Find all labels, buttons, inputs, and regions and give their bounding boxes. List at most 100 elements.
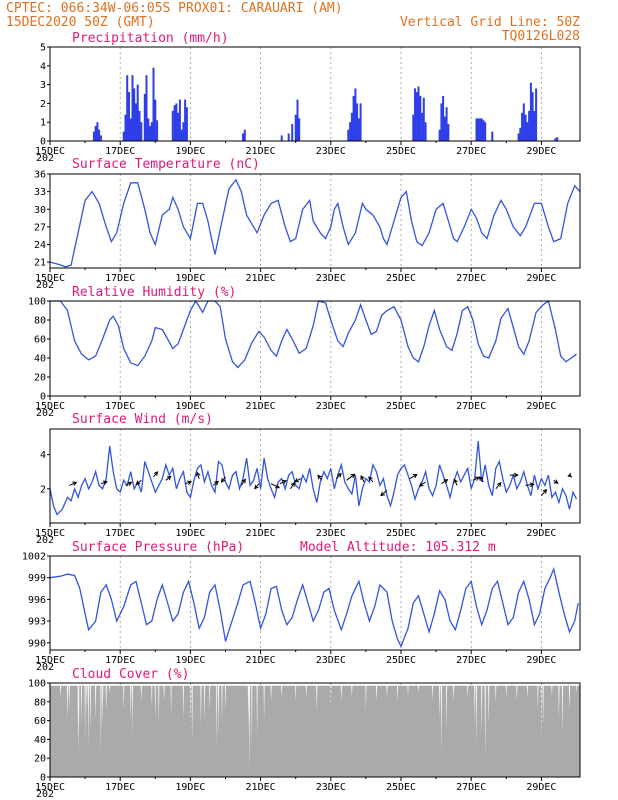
x-tick-label: 29DEC bbox=[526, 655, 556, 666]
wind-arrow bbox=[441, 479, 448, 485]
panel-wind: 2 4 15DEC 17DEC 19DEC 21DEC 23DEC 25DEC 27DEC 29D… bbox=[35, 412, 581, 546]
y-tick-label: 27 bbox=[34, 222, 46, 233]
wind-arrow-head bbox=[553, 479, 559, 484]
x-tick-label: 29DEC bbox=[526, 401, 556, 412]
y-tick-label: 990 bbox=[28, 638, 46, 649]
precip-bar bbox=[243, 129, 246, 141]
x-tick-label: 23DEC bbox=[316, 273, 346, 284]
panel-title: Surface Temperature (nC) bbox=[72, 157, 260, 172]
wind-arrow bbox=[317, 474, 323, 481]
precip-bar bbox=[524, 114, 527, 141]
year-stub: 202 bbox=[36, 535, 54, 546]
x-tick-label: 17DEC bbox=[105, 528, 135, 539]
precip-bar bbox=[438, 129, 441, 141]
wind-arrow-head bbox=[281, 480, 287, 485]
precip-bar bbox=[445, 107, 448, 141]
y-tick-label: 80 bbox=[34, 697, 46, 708]
header-line1: CPTEC: 066:34W-06:05S PROX01: CARAUARI (… bbox=[6, 1, 343, 16]
year-stub: 202 bbox=[36, 153, 54, 164]
x-tick-label: 21DEC bbox=[246, 401, 276, 412]
x-tick-label: 21DEC bbox=[246, 146, 276, 157]
wind-arrow bbox=[380, 490, 388, 496]
wind-arrow-head bbox=[317, 474, 322, 480]
precip-bar bbox=[480, 118, 483, 141]
panel-title: Surface Wind (m/s) bbox=[72, 412, 213, 427]
panel-rh: 0 20 40 60 80 100 15DEC 17DEC 19DEC 21DEC 23DEC 25D… bbox=[28, 285, 581, 419]
y-tick-label: 4 bbox=[40, 61, 46, 72]
precip-bar bbox=[175, 103, 178, 141]
y-tick-label: 60 bbox=[34, 716, 46, 727]
x-tick-label: 21DEC bbox=[246, 528, 276, 539]
panel-frame bbox=[49, 555, 581, 651]
x-tick-label: 17DEC bbox=[105, 146, 135, 157]
precip-bar bbox=[442, 95, 445, 141]
x-tick-label: 25DEC bbox=[386, 146, 416, 157]
precip-bar bbox=[417, 86, 420, 141]
precip-bar bbox=[522, 103, 525, 141]
x-tick-label: 29DEC bbox=[526, 146, 556, 157]
panel-temp: 21 24 27 30 33 36 15DEC 17DEC 19DEC 21DEC 23DEC 25D… bbox=[34, 157, 581, 291]
y-tick-label: 33 bbox=[34, 187, 46, 198]
y-tick-label: 30 bbox=[34, 205, 46, 216]
x-tick-label: 15DEC bbox=[35, 146, 65, 157]
header-date: 15DEC2020 50Z (GMT) bbox=[6, 15, 155, 30]
wind-arrow-head bbox=[196, 471, 201, 477]
x-tick-label: 15DEC bbox=[35, 655, 65, 666]
precip-bar bbox=[350, 112, 353, 141]
y-tick-label: 4 bbox=[40, 450, 46, 461]
precip-bar bbox=[528, 110, 531, 141]
wind-arrow bbox=[135, 479, 142, 485]
precip-bar bbox=[533, 110, 536, 141]
cloud-area bbox=[50, 685, 580, 777]
y-tick-label: 5 bbox=[40, 43, 46, 54]
wind-arrow bbox=[360, 475, 365, 483]
precip-bar bbox=[347, 129, 350, 141]
precip-bar bbox=[128, 92, 130, 141]
precip-bar bbox=[294, 114, 297, 141]
precip-bar bbox=[177, 112, 180, 141]
precip-bar bbox=[156, 120, 159, 141]
wind-arrow-head bbox=[443, 479, 449, 484]
wind-arrow-head bbox=[254, 484, 259, 490]
x-tick-label: 29DEC bbox=[526, 782, 556, 793]
panel-frame bbox=[49, 46, 581, 142]
wind-arrow-head bbox=[294, 478, 300, 483]
year-stub: 202 bbox=[36, 280, 54, 291]
x-tick-label: 21DEC bbox=[246, 273, 276, 284]
wind-arrow bbox=[289, 482, 295, 490]
x-tick-label: 17DEC bbox=[105, 655, 135, 666]
y-tick-label: 3 bbox=[40, 80, 46, 91]
wind-arrow bbox=[165, 475, 172, 481]
wind-arrow bbox=[270, 483, 280, 489]
y-tick-label: 1002 bbox=[22, 552, 46, 563]
x-tick-label: 23DEC bbox=[316, 146, 346, 157]
wind-arrow-head bbox=[350, 473, 356, 479]
precip-bar bbox=[531, 92, 534, 141]
x-tick-label: 15DEC bbox=[35, 528, 65, 539]
panel-frame bbox=[49, 300, 581, 397]
y-tick-label: 0 bbox=[40, 137, 46, 148]
precip-bar bbox=[280, 135, 283, 141]
panel-precip: 0 1 2 3 4 5 15DEC 17DEC 19DEC 21DEC 23DEC 25DEC 27DE… bbox=[35, 31, 581, 164]
y-tick-label: 993 bbox=[28, 617, 46, 628]
precip-bar bbox=[126, 75, 129, 141]
precip-bar bbox=[517, 133, 520, 141]
y-tick-label: 0 bbox=[40, 392, 46, 403]
wind-arrow bbox=[335, 473, 342, 479]
precip-bar bbox=[475, 118, 478, 141]
y-tick-label: 24 bbox=[34, 240, 46, 251]
precip-bar bbox=[535, 88, 538, 141]
precip-bar bbox=[147, 118, 150, 141]
wind-arrow-head bbox=[529, 482, 535, 488]
y-tick-label: 100 bbox=[28, 297, 46, 308]
precip-bar bbox=[143, 94, 146, 141]
x-tick-label: 15DEC bbox=[35, 782, 65, 793]
x-tick-label: 27DEC bbox=[456, 782, 486, 793]
temp-line bbox=[49, 178, 581, 268]
precip-bar bbox=[477, 118, 480, 141]
precip-bar bbox=[491, 131, 494, 141]
x-tick-label: 19DEC bbox=[175, 273, 205, 284]
y-tick-label: 60 bbox=[34, 335, 46, 346]
wind-arrow-head bbox=[418, 482, 424, 487]
